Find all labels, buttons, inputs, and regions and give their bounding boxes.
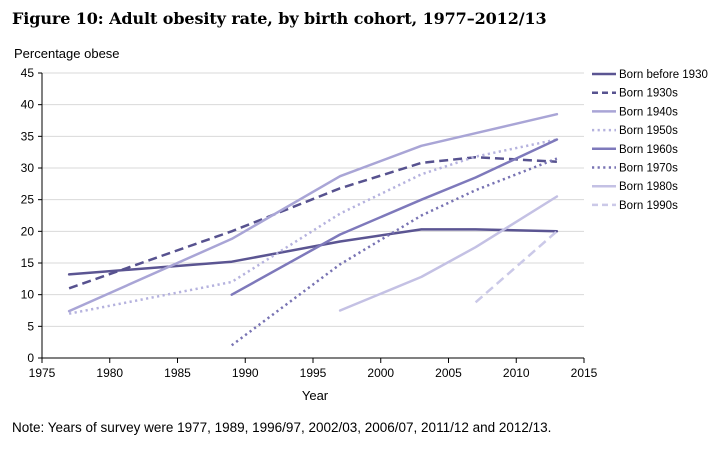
y-tick-label: 15 bbox=[21, 256, 35, 270]
legend-label: Born 1930s bbox=[619, 88, 678, 100]
series-line-6 bbox=[230, 157, 558, 347]
y-tick-label: 0 bbox=[27, 351, 34, 365]
series-line-7 bbox=[338, 195, 559, 312]
x-tick-label: 2005 bbox=[435, 366, 462, 380]
series-line-3 bbox=[67, 112, 559, 313]
y-tick-label: 10 bbox=[21, 288, 35, 302]
legend-label: Born 1950s bbox=[619, 125, 678, 137]
x-tick-label: 2010 bbox=[503, 366, 530, 380]
x-tick-label: 1980 bbox=[96, 366, 123, 380]
y-tick-label: 20 bbox=[21, 224, 35, 238]
series-lines bbox=[67, 112, 559, 347]
legend-label: Born 1940s bbox=[619, 106, 678, 118]
y-axis-label: Percentage obese bbox=[14, 46, 120, 61]
axes: 0 5 10 15 20 25 30 35 40 45 1975 1980 1985 1990 1995 20… bbox=[21, 66, 598, 380]
y-tick-label: 5 bbox=[27, 319, 34, 333]
y-tick-label: 35 bbox=[21, 129, 35, 143]
x-tick-label: 2015 bbox=[571, 366, 598, 380]
legend-label: Born 1960s bbox=[619, 144, 678, 156]
series-line-4 bbox=[68, 138, 558, 315]
legend-label: Born before 1930 bbox=[619, 69, 708, 81]
legend-label: Born 1970s bbox=[619, 163, 678, 175]
x-tick-label: 1995 bbox=[300, 366, 327, 380]
x-tick-label: 1990 bbox=[232, 366, 259, 380]
y-tick-label: 30 bbox=[21, 161, 35, 175]
chart-title: Figure 10: Adult obesity rate, by birth … bbox=[12, 9, 547, 28]
x-tick-label: 1985 bbox=[164, 366, 191, 380]
y-tick-label: 45 bbox=[21, 66, 35, 80]
legend-label: Born 1980s bbox=[619, 181, 678, 193]
legend: Born before 1930 Born 1930s Born 1940s Born… bbox=[592, 69, 708, 212]
legend-label: Born 1990s bbox=[619, 200, 678, 212]
x-tick-label: 2000 bbox=[367, 366, 394, 380]
x-axis-label: Year bbox=[302, 388, 329, 403]
series-line-8 bbox=[474, 230, 558, 304]
series-line-1 bbox=[67, 228, 559, 276]
series-line-5 bbox=[230, 138, 559, 296]
y-tick-label: 25 bbox=[21, 193, 35, 207]
series-line-2 bbox=[68, 155, 557, 290]
chart-note: Note: Years of survey were 1977, 1989, 1… bbox=[12, 420, 552, 435]
x-tick-label: 1975 bbox=[29, 366, 56, 380]
y-tick-label: 40 bbox=[21, 98, 35, 112]
